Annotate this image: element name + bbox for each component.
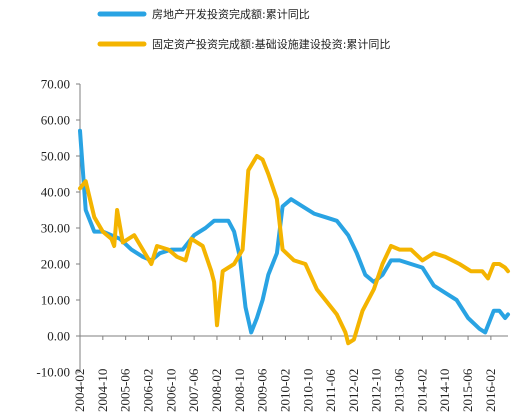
legend-label-2: 固定资产投资完成额:基础设施建设投资:累计同比 [152,37,390,51]
x-tick-label: 2007-06 [186,368,201,412]
series-line-1 [78,128,510,335]
y-tick-label: 30.00 [41,221,70,236]
y-tick-label: 50.00 [41,149,70,164]
x-tick-label: 2012-10 [369,369,384,412]
x-tick-label: 2009-06 [255,368,270,412]
axes: -10.00 0.00 10.00 20.00 30.00 40.00 50.00 60.00… [36,77,508,412]
y-tick-label: 70.00 [41,77,70,92]
x-tick-label: 2008-02 [209,369,224,412]
legend-label-1: 房地产开发投资完成额:累计同比 [152,7,310,21]
x-tick-label: 2005-06 [118,368,133,412]
x-tick-label: 2008-10 [232,369,247,412]
y-tick-label: 60.00 [41,113,70,128]
y-tick-label: -10.00 [36,365,70,380]
series-line-2 [78,154,510,346]
x-tick-label: 2015-06 [460,368,475,412]
x-tick-label: 2014-02 [414,369,429,412]
x-tick-label: 2006-02 [140,369,155,412]
x-tick-label: 2004-10 [95,369,110,412]
x-tick-label: 2016-02 [483,369,498,412]
x-tick-label: 2014-10 [437,369,452,412]
x-tick-label: 2010-02 [277,369,292,412]
y-tick-label: 0.00 [47,329,70,344]
x-tick-label: 2010-10 [300,369,315,412]
x-tick-label: 2012-02 [346,369,361,412]
series-layer [78,128,510,346]
y-tick-label: 40.00 [41,185,70,200]
x-tick-label: 2013-06 [392,368,407,412]
y-tick-label: 10.00 [41,293,70,308]
x-tick-label: 2011-06 [323,369,338,412]
x-tick-label: 2006-10 [163,369,178,412]
x-tick-label: 2004-02 [72,369,87,412]
y-tick-label: 20.00 [41,257,70,272]
